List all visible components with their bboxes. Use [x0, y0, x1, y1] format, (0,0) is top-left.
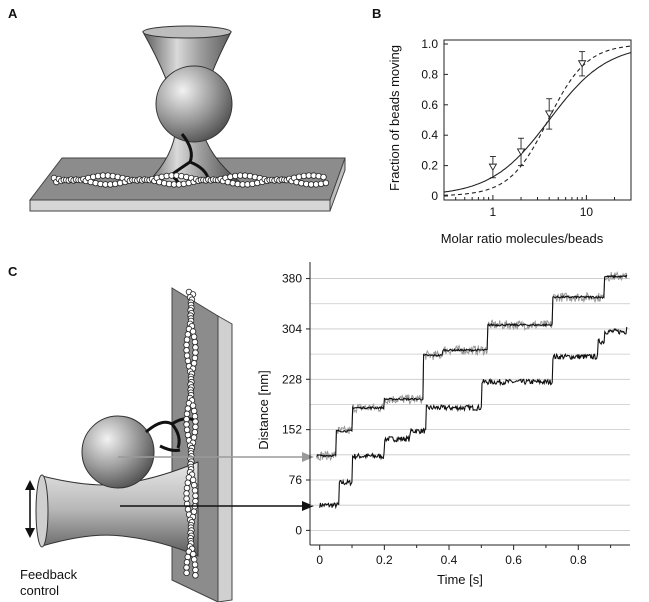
- panel-b-point: [488, 163, 498, 172]
- panel-c-ytick-label: 228: [282, 372, 302, 386]
- panel-b-ytick-label: 0.6: [421, 98, 438, 112]
- panel-b-ytick-label: 1.0: [421, 37, 438, 51]
- panel-b-axes: 0 0.2 0.4 0.6 0.8 1.0 1 10: [421, 37, 632, 219]
- panel-label-a: A: [8, 6, 18, 21]
- panel-c-xtick-label: 0.4: [441, 553, 458, 567]
- panel-b-fits: [443, 45, 632, 196]
- panel-b-xtick-label: 10: [580, 205, 594, 219]
- panel-c-ytick-label: 76: [289, 473, 303, 487]
- panel-c-ytick-label: 304: [282, 322, 302, 336]
- panel-b-point: [544, 110, 554, 118]
- panel-c-ytick-label: 380: [282, 272, 302, 286]
- actin-subunit: [183, 569, 190, 577]
- feedback-control-label: Feedback control: [20, 567, 77, 599]
- actin-subunit: [320, 173, 327, 181]
- panel-c-trace-1: [316, 270, 628, 462]
- trap-cone-rim: [142, 25, 232, 39]
- panel-c-xtick-label: 0.8: [570, 553, 587, 567]
- panel-b-fit-dashed: [443, 45, 632, 196]
- panel-label-b: B: [372, 6, 382, 21]
- trap-cone-c-rim: [35, 474, 49, 548]
- actin-filament-a: [50, 172, 330, 188]
- panel-b-point: [516, 148, 526, 156]
- trap-cone-c: [41, 461, 199, 557]
- panel-c-grid: [310, 278, 630, 531]
- panel-c-ytick-label: 0: [295, 523, 302, 537]
- panel-b-points: [488, 51, 587, 179]
- panel-c-series: [316, 270, 628, 510]
- panel-c-trace-2: [316, 274, 628, 458]
- panel-c-xtick-label: 0.2: [376, 553, 393, 567]
- panel-c-ytick-label: 152: [282, 423, 302, 437]
- panel-b-fit-solid: [443, 51, 632, 193]
- bead-position-arrow: [118, 452, 314, 462]
- trap-position-arrow: [120, 501, 314, 511]
- panel-b-ytick-label: 0.2: [421, 159, 438, 173]
- actin-subunit: [322, 179, 330, 187]
- panel-b-ylabel: Fraction of beads moving: [387, 45, 402, 191]
- panel-c-ylabel: Distance [nm]: [256, 370, 271, 449]
- panel-c-xtick-label: 0: [316, 553, 323, 567]
- actin-filament-c: [183, 288, 199, 579]
- actin-subunit: [192, 572, 199, 579]
- panel-c-xtick-label: 0.6: [505, 553, 522, 567]
- feedback-label-line1: Feedback: [20, 567, 78, 582]
- panel-b-xlabel: Molar ratio molecules/beads: [441, 231, 604, 246]
- bead-c: [81, 415, 155, 489]
- panel-c-xlabel: Time [s]: [437, 572, 483, 587]
- panel-label-c: C: [8, 264, 18, 279]
- panel-b-point: [577, 60, 587, 68]
- panel-b-ytick-label: 0.4: [421, 128, 438, 142]
- panel-b-xtick-label: 1: [490, 205, 497, 219]
- feedback-label-line2: control: [20, 583, 60, 598]
- feedback-arrow-icon: [25, 480, 35, 538]
- bead-a: [155, 65, 233, 143]
- panel-c-trace-0: [319, 326, 628, 510]
- panel-b-ytick-label: 0.8: [421, 67, 438, 81]
- slide-side: [329, 157, 346, 212]
- panel-b-ytick-label: 0: [431, 189, 438, 203]
- panel-c-axes: 0 76 152 228 304 380 0 0.2 0.4 0.6 0.8: [282, 262, 630, 567]
